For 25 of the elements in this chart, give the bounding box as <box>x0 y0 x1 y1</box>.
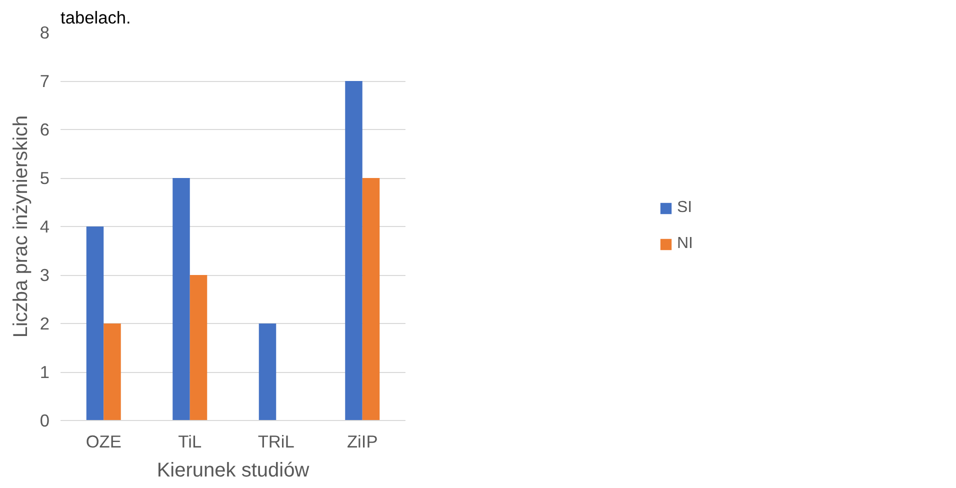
x-tick-label: OZE <box>86 432 122 452</box>
bar <box>190 275 208 420</box>
y-tick-label: 2 <box>40 314 50 334</box>
bar <box>86 226 104 420</box>
bar <box>258 324 276 420</box>
x-tick-label: TiL <box>178 432 202 452</box>
y-tick-label: 7 <box>40 71 50 91</box>
text: tabelach. <box>60 8 131 28</box>
y-tick-label: 4 <box>40 216 50 236</box>
bar <box>104 324 121 420</box>
y-tick-label: 6 <box>40 120 50 140</box>
x-tick-label: TRiL <box>258 432 295 452</box>
bar <box>345 81 362 420</box>
y-axis-title: Liczba prac inżynierskich <box>10 115 32 338</box>
y-tick-label: 5 <box>40 168 50 188</box>
y-tick-label: 3 <box>40 265 50 285</box>
legend-label: NI <box>677 235 694 253</box>
bar <box>362 178 380 420</box>
bar <box>172 178 190 420</box>
x-tick-label: ZiIP <box>346 432 378 452</box>
x-axis-title: Kierunek studiów <box>156 460 310 482</box>
y-tick-label: 0 <box>40 410 50 430</box>
y-tick-label: 8 <box>40 22 50 42</box>
legend-label: SI <box>677 199 694 217</box>
y-tick-label: 1 <box>40 362 50 382</box>
